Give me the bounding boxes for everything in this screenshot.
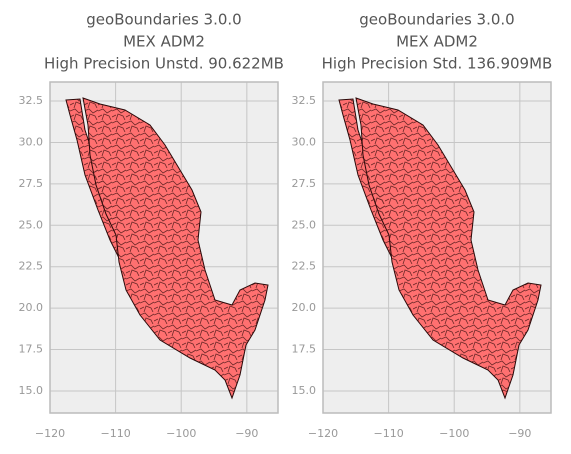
map-panel: geoBoundaries 3.0.0 MEX ADM2 High Precisio… xyxy=(19,11,284,441)
x-tick-label: −110 xyxy=(374,427,404,440)
x-tick-label: −110 xyxy=(101,427,131,440)
y-tick-label: 20.0 xyxy=(19,301,44,314)
map-panel: geoBoundaries 3.0.0 MEX ADM2 High Precisio… xyxy=(292,11,553,441)
panel-title: geoBoundaries 3.0.0 xyxy=(359,11,514,29)
panel-title: MEX ADM2 xyxy=(123,33,205,51)
panel-title: High Precision Unstd. 90.622MB xyxy=(44,55,284,73)
x-tick-label: −120 xyxy=(308,427,338,440)
x-tick-label: −90 xyxy=(235,427,258,440)
x-tick-label: −100 xyxy=(166,427,196,440)
y-tick-label: 32.5 xyxy=(292,94,317,107)
y-tick-label: 25.0 xyxy=(292,218,317,231)
y-tick-label: 17.5 xyxy=(292,343,317,356)
y-tick-label: 20.0 xyxy=(292,301,317,314)
y-tick-label: 30.0 xyxy=(19,135,44,148)
y-tick-label: 22.5 xyxy=(19,260,44,273)
y-tick-label: 27.5 xyxy=(292,177,317,190)
y-tick-label: 17.5 xyxy=(19,343,44,356)
y-tick-label: 15.0 xyxy=(19,384,44,397)
panel-title: geoBoundaries 3.0.0 xyxy=(86,11,241,29)
panel-title: High Precision Std. 136.909MB xyxy=(322,55,553,73)
y-tick-label: 25.0 xyxy=(19,218,44,231)
y-tick-label: 15.0 xyxy=(292,384,317,397)
y-tick-label: 27.5 xyxy=(19,177,44,190)
axes-frame xyxy=(49,81,279,414)
y-tick-label: 32.5 xyxy=(19,94,44,107)
x-tick-label: −120 xyxy=(35,427,65,440)
panels: geoBoundaries 3.0.0 MEX ADM2 High Precisio… xyxy=(19,11,553,441)
x-tick-label: −90 xyxy=(508,427,531,440)
x-tick-label: −100 xyxy=(439,427,469,440)
y-tick-label: 30.0 xyxy=(292,135,317,148)
axes-frame xyxy=(322,81,552,414)
y-tick-label: 22.5 xyxy=(292,260,317,273)
panel-title: MEX ADM2 xyxy=(396,33,478,51)
